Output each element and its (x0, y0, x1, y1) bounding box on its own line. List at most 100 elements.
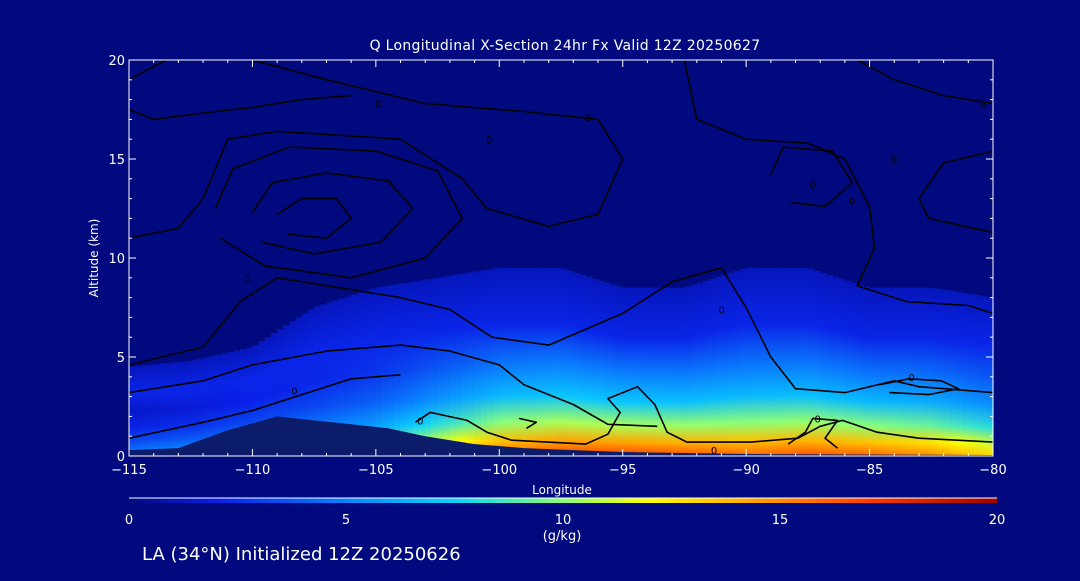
moisture-column (585, 276, 593, 456)
moisture-column (233, 350, 241, 456)
moisture-column (190, 360, 198, 456)
moisture-column (227, 351, 235, 456)
footer-caption: LA (34°N) Initialized 12Z 20250626 (142, 544, 461, 565)
moisture-column (505, 267, 513, 456)
colorbar-tick-label: 0 (125, 513, 133, 528)
moisture-column (363, 290, 371, 456)
moisture-column (758, 267, 766, 456)
moisture-column (783, 267, 790, 456)
colorbar-tick-label: 10 (555, 513, 572, 528)
moisture-column (702, 280, 710, 456)
moisture-column (931, 288, 939, 456)
moisture-column (548, 267, 556, 456)
moisture-column (789, 267, 797, 456)
moisture-column (820, 272, 827, 456)
contour-line (129, 60, 167, 81)
colorbar: 0 5 10 15 20 (g/kg) (125, 497, 1005, 544)
colorbar-tick-label: 15 (772, 513, 789, 528)
moisture-column (517, 267, 525, 456)
contour-line (129, 374, 401, 439)
moisture-column (665, 287, 673, 456)
moisture-column (320, 304, 328, 456)
moisture-column (215, 354, 223, 456)
moisture-column (604, 282, 611, 456)
moisture-column (456, 274, 463, 456)
moisture-column (918, 287, 926, 456)
moisture-column (807, 268, 815, 456)
contour-label: 0 (375, 100, 381, 111)
moisture-column (622, 287, 630, 456)
contour-line (276, 197, 352, 239)
moisture-column (832, 276, 840, 456)
moisture-column (159, 363, 167, 456)
moisture-column (369, 288, 377, 456)
y-tick-label: 15 (108, 153, 125, 168)
moisture-column (326, 302, 334, 456)
moisture-column (542, 267, 550, 456)
moisture-column (888, 287, 895, 456)
moisture-column (332, 300, 340, 456)
contour-label: 0 (849, 197, 855, 208)
moisture-column (777, 267, 784, 456)
moisture-column (659, 287, 667, 456)
contour-line (518, 417, 538, 429)
moisture-column (246, 347, 254, 456)
y-tick-label: 5 (117, 351, 125, 366)
moisture-column (752, 267, 760, 456)
moisture-column (925, 287, 932, 456)
moisture-column (301, 313, 309, 456)
moisture-column (949, 291, 957, 456)
contour-label: 0 (810, 181, 816, 192)
colorbar-gradient (129, 498, 997, 503)
moisture-column (258, 341, 266, 456)
moisture-column (635, 287, 642, 456)
moisture-column (289, 321, 297, 456)
y-tick-label: 20 (108, 54, 125, 69)
contour-line (129, 60, 624, 239)
moisture-column (715, 276, 723, 456)
moisture-column (196, 358, 204, 456)
moisture-column (696, 282, 704, 456)
x-tick-label: −85 (856, 463, 883, 478)
moisture-column (838, 278, 846, 456)
moisture-column (449, 275, 457, 456)
moisture-column (974, 295, 982, 456)
moisture-column (561, 268, 568, 456)
moisture-column (394, 284, 402, 456)
moisture-column (826, 274, 834, 456)
moisture-column (382, 286, 389, 456)
moisture-column (795, 267, 803, 456)
moisture-column (746, 267, 753, 456)
moisture-column (252, 345, 260, 456)
contour-label: 0 (486, 135, 492, 146)
contour-label: 0 (711, 446, 717, 457)
contour-line (683, 60, 993, 315)
moisture-column (209, 356, 216, 456)
moisture-column (295, 317, 303, 456)
moisture-column (955, 292, 963, 456)
moisture-column (863, 286, 871, 456)
contour-line (918, 150, 993, 234)
moisture-column (573, 272, 581, 456)
contour-line (129, 344, 658, 428)
moisture-column (221, 353, 229, 456)
moisture-column (844, 280, 852, 456)
contour-label: 0 (908, 373, 914, 384)
moisture-column (314, 306, 321, 456)
moisture-column (240, 349, 247, 456)
moisture-column (357, 292, 365, 456)
contour-line (129, 267, 993, 394)
moisture-column (400, 283, 408, 456)
contour-label: 0 (815, 414, 821, 425)
moisture-column (166, 363, 173, 456)
moisture-column (764, 267, 772, 456)
moisture-column (690, 284, 698, 456)
moisture-column (474, 271, 482, 456)
contour-label: 0 (291, 387, 297, 398)
moisture-column (709, 278, 716, 456)
moisture-column (283, 325, 291, 456)
moisture-column (375, 287, 383, 456)
moisture-column (141, 365, 149, 456)
moisture-column (986, 297, 993, 456)
moisture-column (598, 280, 605, 456)
